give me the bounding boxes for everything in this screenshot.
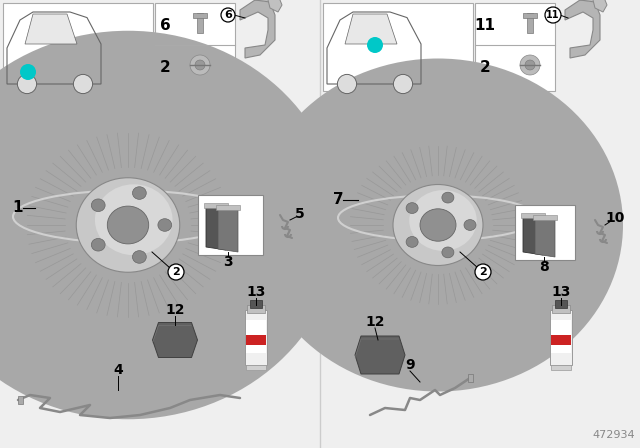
Circle shape	[74, 74, 93, 94]
Polygon shape	[580, 0, 607, 12]
Bar	[245, 310, 267, 365]
Bar	[555, 300, 567, 308]
Ellipse shape	[132, 187, 147, 199]
Text: 2: 2	[479, 60, 490, 76]
Text: 6: 6	[224, 10, 232, 20]
Text: 472934: 472934	[593, 430, 635, 440]
Circle shape	[475, 264, 491, 280]
Polygon shape	[206, 205, 226, 250]
Text: 8: 8	[539, 260, 549, 274]
Polygon shape	[345, 14, 397, 44]
Bar	[515, 205, 575, 260]
Ellipse shape	[108, 206, 148, 244]
Text: 11: 11	[474, 17, 495, 33]
Circle shape	[195, 60, 205, 70]
Ellipse shape	[253, 59, 623, 392]
Bar	[247, 305, 265, 313]
Ellipse shape	[406, 237, 418, 247]
Ellipse shape	[0, 31, 340, 419]
Text: 4: 4	[113, 363, 123, 377]
Circle shape	[190, 55, 210, 75]
Bar	[551, 345, 571, 353]
Text: 2: 2	[479, 267, 487, 277]
Bar	[475, 3, 555, 91]
Polygon shape	[255, 0, 282, 12]
Bar	[521, 213, 545, 218]
Bar	[523, 13, 537, 18]
Ellipse shape	[409, 190, 477, 251]
Ellipse shape	[95, 184, 173, 255]
Bar	[551, 365, 571, 370]
Ellipse shape	[420, 209, 456, 241]
Circle shape	[17, 74, 36, 94]
Bar	[193, 13, 207, 18]
Bar	[527, 13, 533, 33]
Polygon shape	[565, 0, 600, 58]
Text: 1: 1	[13, 201, 23, 215]
Text: 2: 2	[159, 60, 170, 76]
Polygon shape	[218, 207, 238, 252]
Ellipse shape	[464, 220, 476, 230]
Ellipse shape	[92, 238, 105, 251]
Bar	[552, 305, 570, 313]
Circle shape	[545, 7, 561, 23]
Polygon shape	[523, 215, 543, 255]
Bar	[533, 215, 557, 220]
Circle shape	[168, 264, 184, 280]
Bar	[323, 3, 473, 91]
Polygon shape	[240, 0, 275, 58]
Circle shape	[20, 64, 36, 80]
Text: 13: 13	[246, 285, 266, 299]
Bar	[551, 320, 571, 350]
Text: 11: 11	[547, 10, 560, 20]
Bar	[246, 320, 266, 350]
Circle shape	[394, 74, 413, 94]
Bar	[551, 335, 571, 345]
Ellipse shape	[393, 185, 483, 266]
Bar	[216, 205, 240, 210]
Polygon shape	[152, 323, 198, 358]
Text: 2: 2	[172, 267, 180, 277]
Polygon shape	[535, 217, 555, 257]
Text: 7: 7	[333, 193, 343, 207]
Text: 3: 3	[223, 255, 233, 269]
Bar	[550, 310, 572, 365]
Ellipse shape	[406, 202, 418, 213]
Bar	[18, 396, 23, 404]
Bar	[3, 3, 153, 91]
Text: 5: 5	[295, 207, 305, 221]
Text: 9: 9	[405, 358, 415, 372]
Ellipse shape	[158, 219, 172, 231]
Text: 12: 12	[365, 315, 385, 329]
Circle shape	[520, 55, 540, 75]
Ellipse shape	[442, 192, 454, 203]
Circle shape	[337, 74, 356, 94]
Text: 12: 12	[165, 303, 185, 317]
Bar	[155, 3, 235, 91]
Bar	[246, 345, 266, 353]
Bar	[246, 335, 266, 345]
Ellipse shape	[13, 120, 243, 330]
Polygon shape	[25, 14, 77, 44]
Ellipse shape	[76, 178, 180, 272]
Ellipse shape	[442, 247, 454, 258]
Bar	[204, 203, 228, 208]
Bar	[198, 195, 263, 255]
Circle shape	[367, 37, 383, 53]
Bar	[246, 365, 266, 370]
Ellipse shape	[92, 199, 105, 211]
Bar	[250, 300, 262, 308]
Text: 10: 10	[605, 211, 625, 225]
Bar	[468, 374, 473, 382]
Ellipse shape	[132, 250, 147, 263]
Text: 6: 6	[159, 17, 170, 33]
Circle shape	[525, 60, 535, 70]
Text: 13: 13	[551, 285, 571, 299]
Ellipse shape	[338, 135, 538, 315]
Circle shape	[221, 8, 235, 22]
Bar	[197, 13, 203, 33]
Polygon shape	[355, 336, 405, 374]
